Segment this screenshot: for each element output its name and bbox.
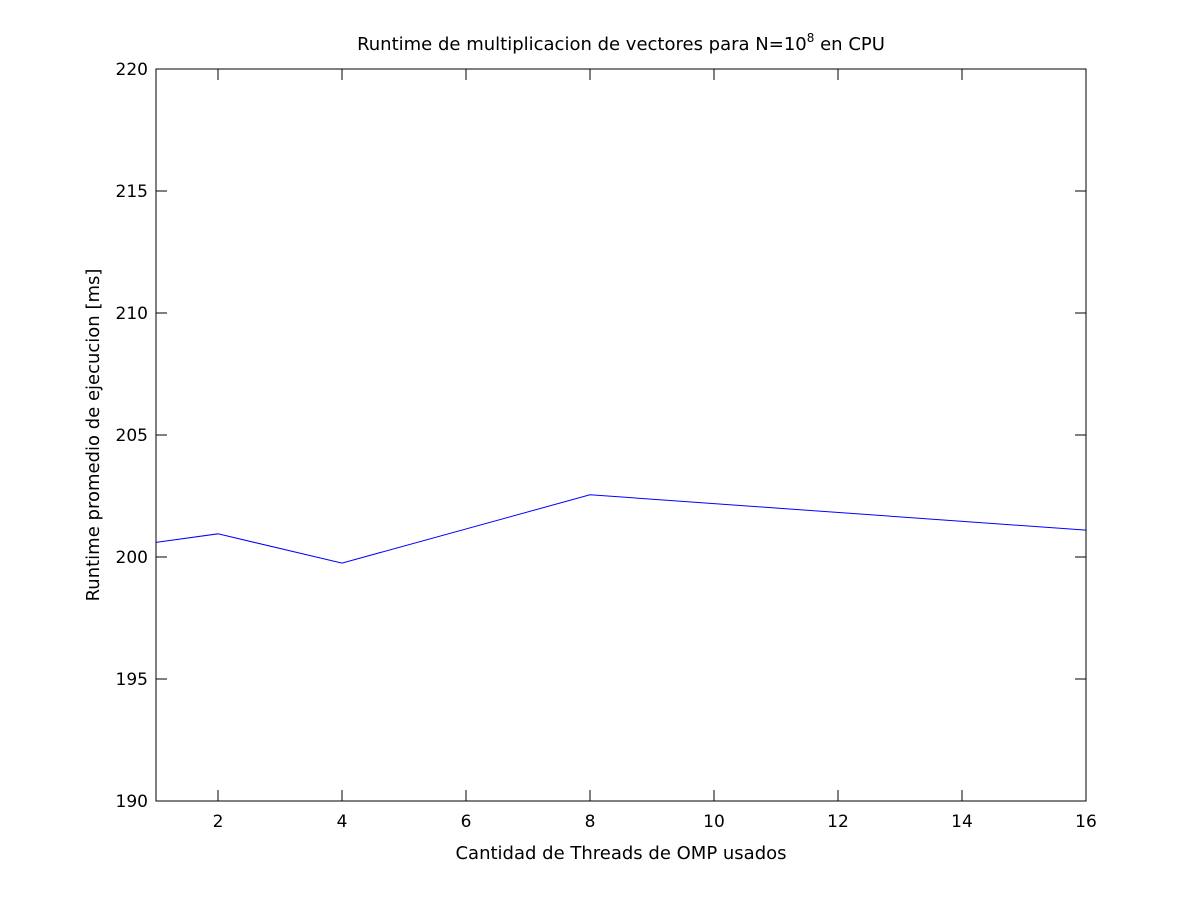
plot-area: [156, 69, 1086, 801]
chart-title-exponent: 8: [807, 31, 815, 45]
y-tick-label: 215: [116, 182, 148, 202]
series-layer: [155, 494, 1087, 564]
chart-title-tail: en CPU: [814, 34, 885, 55]
y-tick-label: 190: [116, 792, 148, 812]
x-tick-label: 14: [951, 812, 973, 832]
y-tick-label: 205: [116, 426, 148, 446]
x-tick-label: 6: [461, 812, 472, 832]
chart-title-main: Runtime de multiplicacion de vectores pa…: [357, 34, 807, 55]
y-tick-label: 195: [116, 670, 148, 690]
y-tick-label: 220: [116, 60, 148, 80]
chart-title: Runtime de multiplicacion de vectores pa…: [357, 31, 885, 55]
x-tick-label: 12: [827, 812, 849, 832]
plot-frame: [155, 68, 1087, 802]
x-tick-label: 2: [213, 812, 224, 832]
y-tick-label: 200: [116, 548, 148, 568]
y-axis-ticks: 190 195 200 205 210 215 220: [116, 60, 1086, 812]
x-axis-label: Cantidad de Threads de OMP usados: [455, 843, 786, 864]
x-tick-label: 10: [703, 812, 725, 832]
x-tick-label: 8: [585, 812, 596, 832]
y-axis-label: Runtime promedio de ejecucion [ms]: [83, 269, 104, 602]
x-tick-label: 16: [1075, 812, 1097, 832]
x-axis-ticks: 2 4 6 8 10 12 14 16: [213, 69, 1097, 832]
x-tick-label: 4: [337, 812, 348, 832]
y-tick-label: 210: [116, 304, 148, 324]
series-line: [155, 494, 1087, 564]
